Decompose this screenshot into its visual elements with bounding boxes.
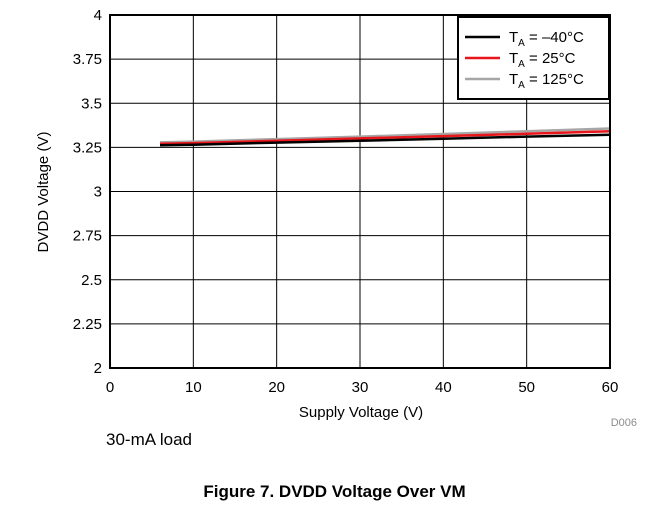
- y-tick-label: 3.25: [73, 139, 102, 156]
- x-tick-label: 50: [518, 379, 535, 396]
- x-tick-label: 10: [185, 379, 202, 396]
- x-tick-label: 60: [602, 379, 619, 396]
- plot-frame: [109, 14, 611, 369]
- figure-caption: Figure 7. DVDD Voltage Over VM: [203, 482, 466, 501]
- series-lines: [159, 127, 611, 147]
- y-tick-labels: 2 2.25 2.5 2.75 3 3.25 3.5 3.75 4: [73, 7, 102, 377]
- y-axis-label: DVDD Voltage (V): [35, 132, 52, 253]
- y-tick-label: 3: [94, 184, 102, 201]
- x-tick-label: 30: [352, 379, 369, 396]
- grid-lines: [110, 15, 610, 368]
- x-axis-label: Supply Voltage (V): [299, 404, 423, 421]
- series-line-3: [159, 127, 611, 144]
- figure-id: D006: [611, 417, 637, 429]
- legend-label: TA = 25°C: [509, 50, 576, 70]
- legend-label: TA = –40°C: [509, 29, 584, 49]
- x-tick-label: 20: [268, 379, 285, 396]
- y-tick-label: 3.75: [73, 51, 102, 68]
- y-tick-label: 2.25: [73, 316, 102, 333]
- y-tick-label: 3.5: [81, 95, 102, 112]
- legend-label: TA = 125°C: [509, 71, 584, 91]
- y-tick-label: 2.75: [73, 228, 102, 245]
- load-note: 30-mA load: [106, 430, 192, 449]
- x-tick-labels: 0 10 20 30 40 50 60: [106, 379, 619, 396]
- y-tick-label: 4: [94, 7, 102, 24]
- legend: TA = –40°CTA = 25°CTA = 125°C: [457, 16, 610, 100]
- series-line-1: [159, 133, 611, 147]
- y-tick-label: 2: [94, 360, 102, 377]
- dvdd-voltage-chart: 0 10 20 30 40 50 60 22.252.52.7533.253.53.754 …: [35, 7, 637, 429]
- x-tick-label: 40: [435, 379, 452, 396]
- x-tick-label: 0: [106, 379, 114, 396]
- y-tick-label: 2.5: [81, 272, 102, 289]
- series-line-2: [159, 130, 611, 146]
